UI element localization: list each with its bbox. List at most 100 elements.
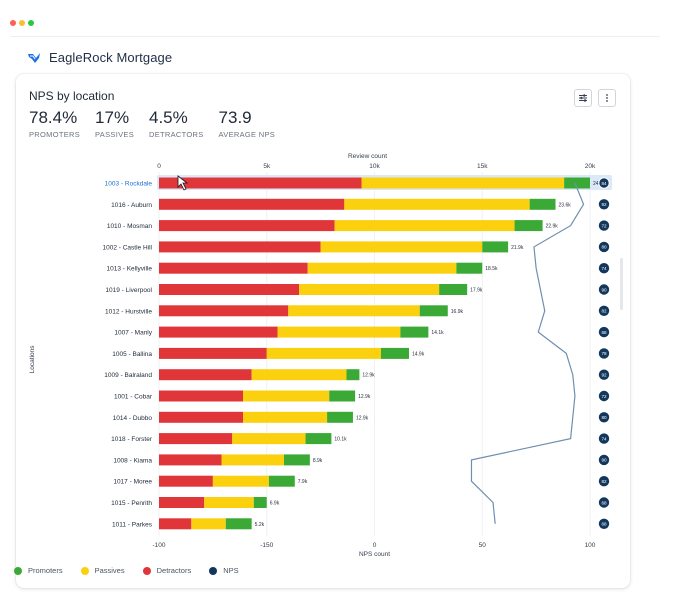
pointer-cursor-icon [177,175,189,191]
bar-promoters [456,262,483,274]
bottom-tick-label: 50 [479,542,487,549]
nps-badge [598,369,610,380]
bar-total-label: 21.9k [511,245,524,251]
category-label: 1014 - Dubbo [113,415,153,422]
nps-badge-value: 84 [601,181,607,186]
nps-badge-value: 82 [601,309,607,314]
nps-badge-value: 92 [601,373,607,378]
legend-label: Promoters [28,566,63,575]
eagle-logo-icon [28,52,40,63]
bar-total-label: 16.9k [451,309,464,315]
window-dot-minimize[interactable] [19,20,25,26]
kpi-detractors: 4.5% DETRACTORS [149,108,204,139]
nps-badge [598,241,610,253]
legend-item-detractors[interactable]: Detractors [142,566,192,575]
nps-badge-value: 80 [601,415,607,420]
more-options-button[interactable] [598,89,616,107]
nps-line [470,182,585,524]
kpi-value: 4.5% [149,108,188,127]
nps-badge [598,305,610,316]
chart-scrollbar[interactable] [620,258,623,310]
category-label: 1007 - Manly [114,330,152,337]
bar-passives [243,411,328,423]
bar-total-label: 12.9k [358,394,371,400]
kpi-value: 78.4% [29,108,78,127]
bar-detractors [159,497,205,508]
top-tick-label: 10k [369,163,380,170]
bar-detractors [159,220,335,232]
kpi-row: 78.4% PROMOTERS 17% PASSIVES 4.5% DETRAC… [29,108,275,139]
bar-total-label: 17.9k [470,288,483,294]
window-controls [10,20,34,26]
bar-promoters [529,198,556,210]
top-divider [10,36,660,37]
nps-badge [598,177,610,189]
nps-badge-value: 74 [601,436,607,441]
bar-passives [221,454,284,466]
bar-promoters [253,497,267,508]
bar-total-label: 14.9k [412,351,425,357]
category-label: 1003 - Rockdale [105,181,153,188]
bar-detractors [159,454,222,466]
bar-promoters [327,411,353,423]
category-label: 1013 - Kellyville [106,266,152,273]
bar-total-label: 22.9k [546,224,559,230]
top-tick-label: 5k [263,163,271,170]
kpi-label: PROMOTERS [29,130,81,139]
legend-item-promoters[interactable]: Promoters [14,566,63,575]
bar-total-label: 10.1k [334,437,347,443]
category-label: 1012 - Hurstville [105,308,152,315]
bottom-tick-label: 0 [373,542,377,549]
bar-passives [361,177,565,189]
nps-badge [598,454,610,466]
category-label: 1015 - Penrith [111,500,152,507]
window-dot-maximize[interactable] [28,20,34,26]
kpi-label: AVERAGE NPS [218,130,276,139]
bar-total-label: 12.9k [356,415,369,421]
bar-detractors [159,241,321,253]
nps-badge-value: 74 [601,266,607,271]
bar-total-label: 18.5k [485,266,498,272]
nps-badge [598,412,610,423]
bar-promoters [482,241,509,253]
bar-detractors [159,305,289,317]
chart-legend: Promoters Passives Detractors NPS [14,566,239,575]
category-label: 1009 - Balraland [104,372,152,379]
legend-swatch [14,566,22,575]
more-vertical-icon [606,94,608,102]
bottom-axis-title: NPS count [359,551,390,558]
top-tick-label: 20k [585,163,596,170]
window-dot-close[interactable] [10,20,16,26]
legend-swatch [142,566,151,575]
legend-item-nps[interactable]: NPS [209,566,239,575]
kpi-label: PASSIVES [95,130,134,139]
nps-badge-value: 68 [601,500,607,505]
bottom-tick-label: 100 [585,542,596,549]
bar-total-label: 7.9k [298,479,308,485]
bar-detractors [159,390,244,402]
top-axis-title: Review count [348,153,387,160]
bar-total-label: 12.9k [362,373,375,379]
bar-passives [299,284,440,295]
filter-button[interactable] [574,89,592,107]
bar-total-label: 6.9k [270,501,280,507]
bar-passives [334,220,515,232]
kpi-promoters: 78.4% PROMOTERS [29,108,80,139]
legend-label: Detractors [156,566,192,575]
bar-promoters [400,326,429,338]
top-tick-label: 0 [157,163,161,170]
legend-item-passives[interactable]: Passives [80,566,125,575]
bar-detractors [159,347,267,359]
nps-badge-value: 92 [601,202,607,207]
kpi-value: 73.9 [218,108,252,127]
bar-total-label: 8.9k [313,458,323,464]
bar-promoters [439,284,468,295]
category-label: 1010 - Mosman [107,223,153,230]
bar-detractors [159,284,300,295]
nps-badge [598,476,610,487]
bar-passives [266,347,381,359]
nps-badge-value: 68 [601,522,607,527]
nps-badge [598,220,610,231]
kpi-average-nps: 73.9 AVERAGE NPS [219,108,276,139]
